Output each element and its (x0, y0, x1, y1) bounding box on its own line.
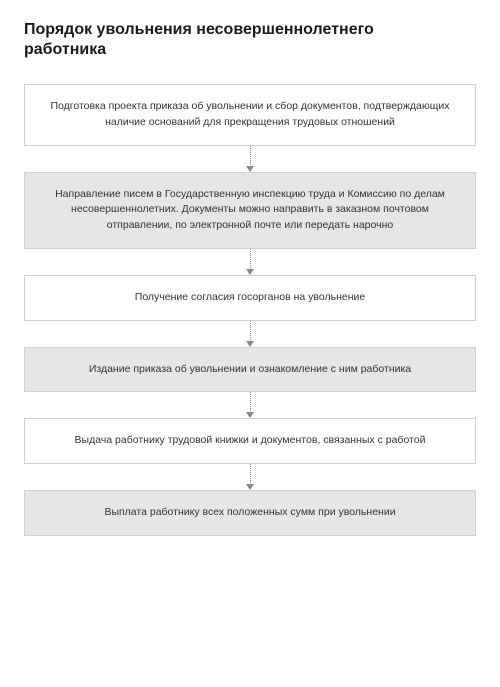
connector-line (250, 392, 251, 413)
flow-step-1: Подготовка проекта приказа об увольнении… (24, 84, 476, 146)
document-page: Порядок увольнения несовершеннолетнего р… (0, 0, 500, 687)
flowchart: Подготовка проекта приказа об увольнении… (24, 84, 476, 536)
flow-step-5: Выдача работнику трудовой книжки и докум… (24, 418, 476, 464)
connector-line (250, 146, 251, 167)
flow-connector (246, 392, 254, 418)
flow-step-3: Получение согласия госорганов на увольне… (24, 275, 476, 321)
flow-connector (246, 464, 254, 490)
flow-connector (246, 146, 254, 172)
connector-line (250, 321, 251, 342)
flow-connector (246, 249, 254, 275)
connector-line (250, 249, 251, 270)
page-title: Порядок увольнения несовершеннолетнего р… (24, 20, 384, 60)
flow-step-2: Направление писем в Государственную инсп… (24, 172, 476, 249)
flow-step-6: Выплата работнику всех положенных сумм п… (24, 490, 476, 536)
flow-connector (246, 321, 254, 347)
flow-step-4: Издание приказа об увольнении и ознакомл… (24, 347, 476, 393)
connector-line (250, 464, 251, 485)
